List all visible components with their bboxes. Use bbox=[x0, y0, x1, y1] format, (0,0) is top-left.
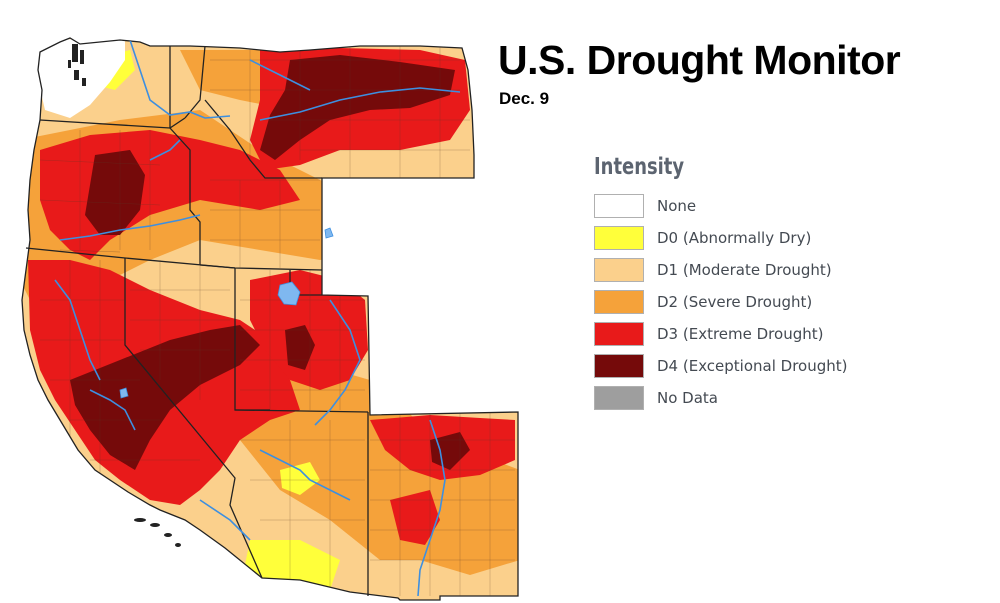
legend-swatch bbox=[594, 354, 644, 378]
legend-label: D4 (Exceptional Drought) bbox=[657, 357, 848, 375]
legend-item-d2: D2 (Severe Drought) bbox=[594, 286, 914, 318]
channel-islands bbox=[134, 518, 181, 547]
legend: Intensity None D0 (Abnormally Dry) D1 (M… bbox=[594, 152, 914, 414]
map-fills bbox=[22, 38, 518, 600]
legend-label: None bbox=[657, 197, 697, 215]
legend-swatch bbox=[594, 290, 644, 314]
d4-area bbox=[70, 325, 260, 470]
d2-area bbox=[330, 178, 474, 205]
d4-area bbox=[260, 55, 455, 160]
d4-area bbox=[85, 150, 145, 235]
river bbox=[417, 419, 446, 597]
legend-title: Intensity bbox=[594, 154, 685, 180]
river bbox=[314, 299, 361, 426]
rivers bbox=[54, 39, 461, 597]
legend-item-no-data: No Data bbox=[594, 382, 914, 414]
d4-area bbox=[285, 325, 315, 370]
river bbox=[249, 59, 311, 91]
great-salt-lake bbox=[277, 281, 301, 306]
legend-swatch bbox=[594, 386, 644, 410]
lake bbox=[324, 227, 334, 239]
lakes bbox=[119, 227, 334, 399]
river bbox=[59, 214, 201, 241]
legend-item-d0: D0 (Abnormally Dry) bbox=[594, 222, 914, 254]
state-border bbox=[234, 409, 369, 413]
river bbox=[149, 139, 181, 161]
state-borders bbox=[21, 37, 519, 601]
d2-area bbox=[230, 360, 518, 575]
legend-item-d4: D4 (Exceptional Drought) bbox=[594, 350, 914, 382]
legend-swatch bbox=[594, 194, 644, 218]
lake bbox=[119, 387, 129, 399]
river bbox=[54, 279, 101, 381]
map-title: U.S. Drought Monitor bbox=[498, 37, 901, 83]
legend-swatch bbox=[594, 322, 644, 346]
drought-map bbox=[21, 37, 519, 601]
river bbox=[199, 499, 251, 541]
legend-label: D0 (Abnormally Dry) bbox=[657, 229, 812, 247]
river bbox=[89, 389, 136, 431]
legend-item-d1: D1 (Moderate Drought) bbox=[594, 254, 914, 286]
county-lines bbox=[39, 46, 515, 596]
legend-label: D3 (Extreme Drought) bbox=[657, 325, 824, 343]
state-outline-region bbox=[21, 37, 519, 601]
river bbox=[259, 87, 461, 121]
none-area bbox=[36, 38, 125, 118]
state-border bbox=[124, 258, 263, 579]
legend-item-d3: D3 (Extreme Drought) bbox=[594, 318, 914, 350]
map-date: Dec. 9 bbox=[499, 89, 550, 108]
river bbox=[259, 449, 351, 501]
d0-area bbox=[245, 540, 340, 590]
river bbox=[129, 39, 231, 119]
legend-swatch bbox=[594, 226, 644, 250]
legend-swatch bbox=[594, 258, 644, 282]
legend-label: D2 (Severe Drought) bbox=[657, 293, 813, 311]
legend-label: No Data bbox=[657, 389, 718, 407]
legend-label: D1 (Moderate Drought) bbox=[657, 261, 832, 279]
puget-sound-islands bbox=[68, 44, 86, 86]
d3-area bbox=[390, 490, 440, 545]
legend-item-none: None bbox=[594, 190, 914, 222]
